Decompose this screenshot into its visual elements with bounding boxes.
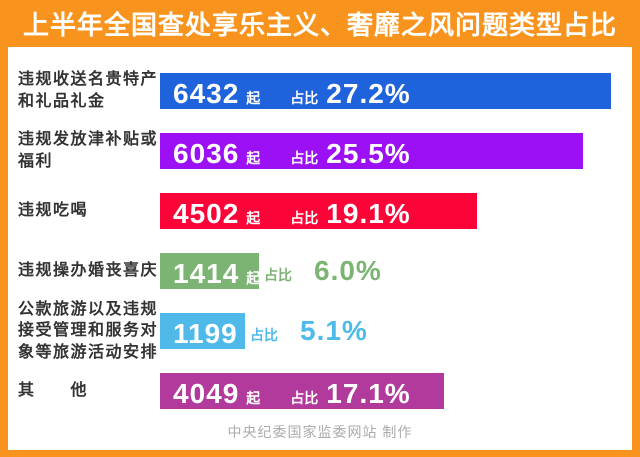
chart-row: 违规收送名贵特产和礼品礼金 6432 起 占比 27.2% [8, 61, 632, 121]
percent-value: 6.0% [314, 255, 382, 286]
percent-value: 17.1% [326, 378, 411, 409]
percent-value: 5.1% [300, 315, 368, 346]
count-value: 6432 [173, 78, 240, 109]
bar-area: 4502 起 占比 19.1% [160, 193, 632, 229]
bar-area: 6036 起 占比 25.5% [160, 133, 632, 169]
percent-value: 19.1% [326, 198, 411, 229]
chart-row: 违规发放津补贴或福利 6036 起 占比 25.5% [8, 121, 632, 181]
count-value: 4502 [173, 198, 240, 229]
count-unit: 起 [246, 150, 261, 166]
category-label: 违规收送名贵特产和礼品礼金 [18, 71, 159, 110]
chart-row: 违规吃喝 4502 起 占比 19.1% [8, 181, 632, 241]
bar-area: 4049 起 占比 17.1% [160, 373, 632, 409]
credit-text: 中央纪委国家监委网站 制作 [227, 424, 413, 440]
share-label: 占比 [290, 150, 319, 166]
chart-row: 违规操办婚丧喜庆 1414 起 占比 6.0% [8, 241, 632, 301]
value-bar: 1414 起 [160, 253, 261, 289]
share-label: 占比 [290, 90, 319, 106]
count-unit: 起 [244, 330, 259, 346]
value-bar: 4049 起 占比 17.1% [160, 373, 444, 409]
count-value: 1199 [173, 318, 238, 349]
bar-rows: 违规收送名贵特产和礼品礼金 6432 起 占比 27.2% 违规发放津补贴或福利… [8, 61, 632, 421]
category-label: 违规发放津补贴或福利 [18, 131, 159, 170]
count-value: 6036 [173, 138, 240, 169]
chart-row: 公款旅游以及违规接受管理和服务对象等旅游活动安排 1199 起 占比 5.1% [8, 301, 632, 361]
share-label: 占比 [264, 267, 292, 283]
bar-area: 1199 起 占比 5.1% [160, 313, 632, 349]
category-label: 违规吃喝 [18, 202, 89, 220]
share-label: 占比 [290, 390, 319, 406]
count-unit: 起 [246, 390, 261, 406]
title-band: 上半年全国查处享乐主义、奢靡之风问题类型占比 [0, 0, 640, 47]
count-unit: 起 [246, 270, 261, 286]
share-label: 占比 [250, 327, 278, 343]
share-label: 占比 [290, 210, 319, 226]
value-bar: 4502 起 占比 19.1% [160, 193, 477, 229]
bar-area: 6432 起 占比 27.2% [160, 73, 632, 109]
count-value: 1414 [173, 258, 240, 289]
value-bar: 1199 起 [160, 313, 259, 349]
percent-value: 25.5% [326, 138, 411, 169]
value-bar: 6432 起 占比 27.2% [160, 73, 611, 109]
bar-area: 1414 起 占比 6.0% [160, 253, 632, 289]
count-unit: 起 [246, 210, 261, 226]
category-label: 其 他 [18, 382, 89, 400]
category-label: 公款旅游以及违规接受管理和服务对象等旅游活动安排 [18, 300, 159, 361]
count-unit: 起 [246, 90, 261, 106]
value-bar: 6036 起 占比 25.5% [160, 133, 583, 169]
category-label: 违规操办婚丧喜庆 [18, 262, 159, 280]
percent-value: 27.2% [326, 78, 411, 109]
chart-row: 其 他 4049 起 占比 17.1% [8, 361, 632, 421]
outside-value-group: 占比 5.1% [250, 315, 368, 347]
chart-title: 上半年全国查处享乐主义、奢靡之风问题类型占比 [22, 10, 617, 40]
chart-area: 违规收送名贵特产和礼品礼金 6432 起 占比 27.2% 违规发放津补贴或福利… [8, 47, 632, 450]
count-value: 4049 [173, 378, 240, 409]
outside-value-group: 占比 6.0% [264, 255, 382, 287]
